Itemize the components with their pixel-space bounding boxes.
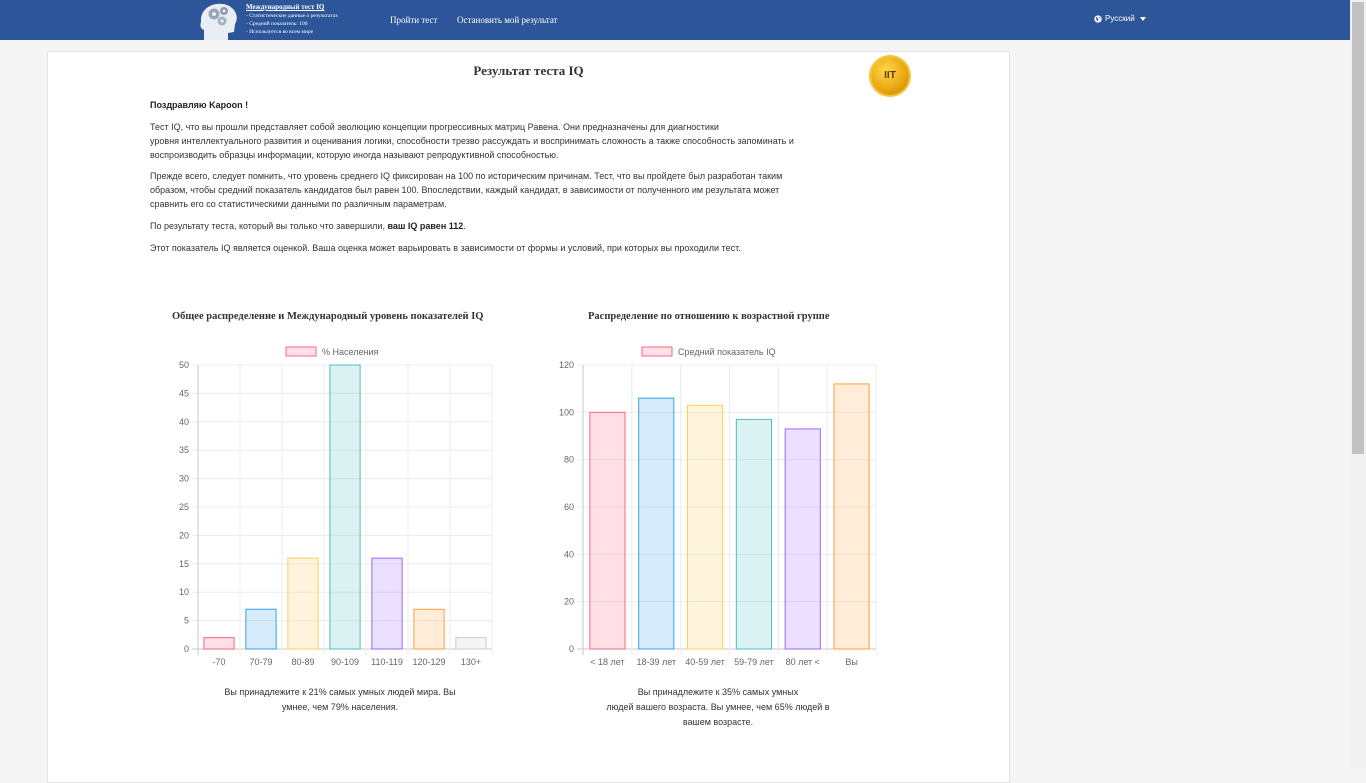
badge-label: IIT [884, 70, 896, 81]
chart-1-y-tick-label: 20 [179, 530, 189, 540]
language-label: Русский [1105, 14, 1135, 23]
scrollbar-thumb[interactable] [1352, 2, 1364, 454]
chart-1-x-tick-label: 70-79 [249, 657, 272, 667]
head-gears-logo-icon [200, 3, 237, 40]
chart-2-caption: Вы принадлежите к 35% самых умных людей … [578, 685, 858, 730]
chart-1-population-distribution: % Населения 0 5 10 15 20 25 30 35 40 45 50 -70 70-79 8… [179, 346, 493, 667]
chart-1-y-tick-label: 0 [184, 644, 189, 654]
chart-2-caption-line-2: людей вашего возраста. Вы умнее, чем 65%… [606, 702, 830, 712]
chart-2-title: Распределение по отношению к возрастной … [588, 311, 830, 322]
paragraph-4-text: Этот показатель IQ является оценкой. Ваш… [150, 243, 741, 253]
chart-2-bar [735, 418, 772, 650]
chart-2-y-tick-label: 0 [569, 644, 574, 654]
chart-1-y-tick-label: 15 [179, 559, 189, 569]
chart-2-x-tick-label: 59-79 лет [734, 657, 774, 667]
chart-2-y-tick-label: 80 [564, 455, 574, 465]
chart-2-x-tick-label: 18-39 лет [636, 657, 676, 667]
chart-1-title: Общее распределение и Международный уров… [172, 311, 484, 322]
chart-1-bar [413, 608, 445, 650]
chart-2-y-tick-label: 60 [564, 502, 574, 512]
paragraph-1-line-1: Тест IQ, что вы прошли представляет собо… [150, 122, 719, 132]
chart-2-bar [687, 404, 724, 650]
globe-icon [1094, 14, 1102, 23]
chevron-down-icon [1139, 16, 1146, 21]
chart-1-caption: Вы принадлежите к 21% самых умных людей … [188, 685, 492, 715]
chart-1-legend: % Населения [285, 346, 378, 357]
chart-2-x-tick-label: Вы [845, 657, 857, 667]
greeting-text: Поздравляю Kapoon ! [150, 100, 249, 110]
chart-1-bar [329, 364, 361, 650]
chart-1-caption-line-1: Вы принадлежите к 21% самых умных людей … [224, 687, 456, 697]
top-navbar: Международный тест IQ - Статистические д… [0, 0, 1350, 40]
chart-1-x-tick-label: 130+ [461, 657, 481, 667]
chart-2-x-tick-label: < 18 лет [590, 657, 624, 667]
chart-2-bar [833, 383, 870, 650]
chart-1-y-tick-label: 45 [179, 388, 189, 398]
chart-1-x-tick-label: 110-119 [371, 657, 403, 667]
chart-2-y-tick-label: 40 [564, 549, 574, 559]
chart-2-legend-swatch [641, 346, 673, 357]
paragraph-3-prefix: По результату теста, который вы только ч… [150, 221, 388, 231]
chart-1-bar [455, 637, 487, 650]
chart-2-legend-label: Средний показатель IQ [678, 347, 776, 357]
chart-2-legend: Средний показатель IQ [641, 346, 776, 357]
iq-score-text: ваш IQ равен 112 [387, 221, 464, 231]
chart-1-y-tick-label: 5 [184, 616, 189, 626]
chart-2-x-tick-label: 80 лет < [786, 657, 820, 667]
language-dropdown[interactable]: Русский [1094, 14, 1146, 23]
chart-1-x-tick-label: -70 [212, 657, 225, 667]
chart-1-y-tick-label: 40 [179, 417, 189, 427]
chart-1-bar [245, 608, 277, 650]
chart-2-bar [784, 428, 821, 650]
paragraph-3-suffix: . [463, 221, 466, 231]
paragraph-2-line-3: сравнить его со статистическими данными … [150, 199, 447, 210]
chart-2-x-tick-label: 40-59 лет [685, 657, 725, 667]
chart-1-caption-line-2: умнее, чем 79% населения. [281, 702, 399, 712]
paragraph-3: По результату теста, который вы только ч… [150, 219, 910, 233]
chart-2-caption-line-3: вашем возрасте. [682, 717, 754, 727]
chart-1-y-tick-label: 10 [179, 587, 189, 597]
chart-1-y-tick-label: 25 [179, 502, 189, 512]
paragraph-1-line-3: воспроизводить образцы информации, котор… [150, 150, 559, 161]
chart-1-bar [203, 637, 235, 650]
chart-2-age-group-distribution: Средний показатель IQ 0 20 40 60 80 100 120 < 18… [559, 346, 877, 667]
chart-1-legend-label: % Населения [322, 347, 378, 357]
chart-2-caption-line-1: Вы принадлежите к 35% самых умных [637, 687, 799, 697]
result-panel: Результат теста IQ IIT Поздравляю Kapoon… [47, 51, 1010, 783]
chart-1-bar [371, 557, 403, 650]
page-title: Результат теста IQ [473, 63, 584, 78]
paragraph-1: Тест IQ, что вы прошли представляет собо… [150, 120, 910, 163]
chart-1-x-tick-label: 90-109 [331, 657, 359, 667]
chart-2-y-tick-label: 120 [559, 360, 574, 370]
iit-badge-icon: IIT [871, 57, 909, 95]
chart-1-y-tick-label: 30 [179, 474, 189, 484]
greeting: Поздравляю Kapoon ! [150, 98, 910, 112]
chart-1-legend-swatch [285, 346, 317, 357]
chart-2-bar [638, 397, 675, 650]
paragraph-1-line-2: уровня интеллектуального развития и оцен… [150, 136, 794, 147]
paragraph-4: Этот показатель IQ является оценкой. Ваш… [150, 241, 910, 255]
brand-line-3: - Используется во всем мире [246, 29, 314, 35]
chart-1-x-tick-label: 120-129 [412, 657, 445, 667]
paragraph-2-line-2: образом, чтобы средний показатель кандид… [150, 185, 780, 196]
chart-1-y-tick-label: 35 [179, 445, 189, 455]
page-scrollbar[interactable] [1350, 0, 1366, 768]
chart-1-bar [287, 557, 319, 650]
paragraph-2-line-1: Прежде всего, следует помнить, что урове… [150, 171, 783, 181]
nav-save-result-link[interactable]: Остановить мой результат [457, 15, 558, 25]
chart-1-y-tick-label: 50 [179, 360, 189, 370]
brand-line-2: - Средний показатель: 100 [246, 21, 308, 27]
paragraph-2: Прежде всего, следует помнить, что урове… [150, 169, 910, 212]
nav-take-test-link[interactable]: Пройти тест [390, 15, 438, 25]
chart-2-y-tick-label: 100 [559, 407, 574, 417]
chart-2-y-tick-label: 20 [564, 597, 574, 607]
brand-line-1: - Статистические данные о результатах [246, 13, 338, 19]
brand[interactable]: Международный тест IQ - Статистические д… [198, 0, 368, 40]
brand-title[interactable]: Международный тест IQ [246, 3, 325, 11]
chart-2-bar [589, 411, 626, 650]
chart-1-x-tick-label: 80-89 [291, 657, 314, 667]
